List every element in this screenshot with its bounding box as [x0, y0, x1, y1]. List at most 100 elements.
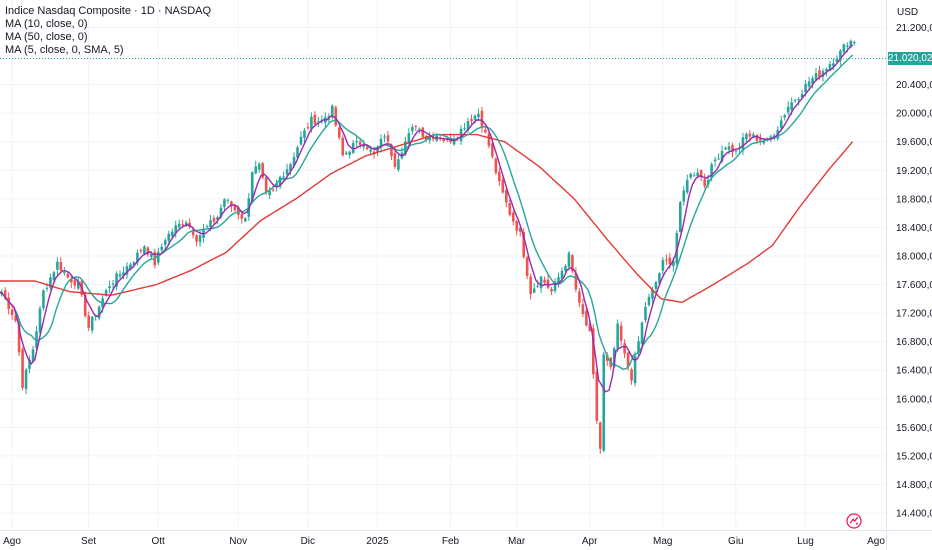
candle-body: [129, 264, 132, 270]
x-tick-label-7: Mar: [508, 536, 526, 547]
candle-body: [522, 232, 525, 257]
candle-body: [543, 279, 546, 283]
legend-title[interactable]: Indice Nasdaq Composite · 1D · NASDAQ: [5, 5, 212, 17]
candle-body: [685, 180, 689, 193]
candle-229: [797, 97, 800, 106]
candle-body: [390, 144, 393, 157]
candle-159: [553, 278, 557, 294]
candle-body: [160, 246, 164, 251]
candle-body: [358, 141, 362, 145]
ma-5-line[interactable]: [0, 44, 854, 393]
candle-69: [240, 211, 244, 224]
candle-body: [261, 163, 264, 178]
candle-98: [341, 135, 345, 157]
candle-body: [407, 133, 411, 144]
candle-body: [588, 323, 592, 331]
candle-body: [661, 260, 665, 271]
candle-body: [654, 282, 658, 289]
candle-166: [578, 288, 581, 308]
candle-158: [550, 286, 553, 296]
candle-body: [45, 287, 49, 289]
candle-body: [501, 179, 505, 193]
candle-3: [10, 304, 14, 320]
candle-body: [268, 190, 271, 195]
candle-109: [379, 134, 383, 153]
ma-10-line[interactable]: [0, 54, 854, 370]
candle-167: [581, 298, 585, 318]
legend-ma-10[interactable]: MA (10, close, 0): [5, 18, 88, 30]
candle-body: [278, 177, 282, 187]
candle-body: [212, 217, 216, 222]
candle-52: [181, 219, 184, 227]
legend-ma-5[interactable]: MA (5, close, 0, SMA, 5): [5, 44, 124, 56]
x-tick-label-0: Ago: [3, 536, 21, 547]
candle-168: [585, 305, 588, 327]
candle-body: [76, 281, 80, 289]
candle-body: [564, 266, 567, 271]
candle-73: [254, 160, 258, 175]
candle-body: [94, 315, 97, 317]
candle-134: [466, 117, 470, 134]
candle-body: [828, 64, 832, 71]
y-tick-label-4: 16.000,00: [896, 394, 932, 405]
candle-195: [679, 201, 682, 233]
candle-body: [790, 102, 793, 110]
legend-ma-50[interactable]: MA (50, close, 0): [5, 31, 88, 43]
candle-9: [31, 345, 35, 363]
x-tick-label-10: Giu: [728, 536, 744, 547]
candle-body: [741, 137, 745, 151]
y-tick-label-8: 17.600,00: [896, 280, 932, 291]
candle-88: [306, 122, 310, 130]
x-axis[interactable]: Ago Set Ott Nov Dic 2025 Feb Mar Apr Mag Giu Lug Ago: [3, 536, 885, 547]
candle-66: [230, 200, 233, 212]
y-axis[interactable]: 14.400,00 14.800,00 15.200,00 15.600,00 16.0…: [896, 23, 932, 520]
candle-body: [665, 259, 668, 261]
candle-74: [257, 162, 261, 174]
candle-body: [198, 235, 202, 243]
candle-213: [741, 132, 745, 156]
candle-body: [257, 163, 261, 170]
candle-body: [73, 280, 77, 286]
candle-body: [553, 281, 557, 292]
currency-label[interactable]: USD: [897, 7, 919, 18]
candle-197: [685, 174, 689, 195]
candle-179: [623, 339, 626, 359]
candle-body: [759, 138, 762, 141]
candle-body: [532, 288, 536, 293]
candle-body: [786, 106, 790, 113]
candle-162: [564, 264, 567, 273]
candle-122: [424, 134, 428, 143]
candle-body: [122, 272, 125, 276]
candle-body: [849, 40, 853, 47]
candle-143: [498, 167, 501, 186]
x-tick-label-12: Ago: [867, 536, 885, 547]
candle-body: [118, 274, 122, 277]
candle-42: [146, 246, 150, 257]
candle-body: [807, 81, 811, 87]
tradingview-logo-icon[interactable]: [846, 513, 862, 529]
candle-body: [379, 138, 383, 148]
candle-body: [157, 251, 160, 263]
candle-body: [835, 58, 839, 62]
candle-body: [306, 127, 310, 129]
candle-body: [525, 257, 529, 277]
ma-50-line[interactable]: [0, 133, 854, 304]
candle-body: [755, 134, 759, 141]
candle-body: [49, 277, 52, 288]
candle-33: [115, 271, 118, 291]
candle-body: [595, 371, 599, 421]
candle-body: [369, 149, 372, 152]
candle-178: [619, 321, 623, 346]
candle-28: [97, 305, 101, 321]
candle-19: [66, 271, 70, 279]
candle-163: [567, 250, 571, 271]
candle-30: [104, 288, 108, 297]
candle-46: [160, 243, 164, 253]
candle-body: [672, 260, 675, 266]
candle-body: [177, 223, 181, 228]
candle-body: [811, 78, 814, 84]
candle-96: [334, 105, 338, 127]
candle-205: [713, 156, 717, 167]
